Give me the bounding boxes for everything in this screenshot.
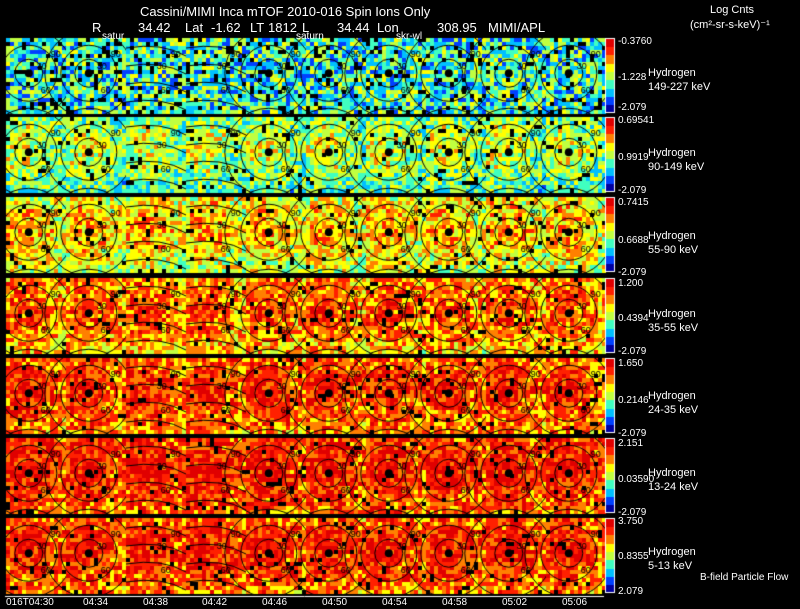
colorbar-mid: -1.228 bbox=[618, 72, 647, 83]
time-tick: 05:06 bbox=[562, 597, 588, 608]
time-tick: 04:50 bbox=[322, 597, 348, 608]
colorbar-max: 0.7415 bbox=[618, 197, 649, 208]
footer-note: B-field Particle Flow bbox=[700, 572, 789, 583]
l-label: L bbox=[302, 20, 310, 35]
time-tick: 016T04:30 bbox=[6, 597, 54, 608]
colorbar-mid: 0.9919 bbox=[618, 152, 649, 163]
colorbar-min: -2.079 bbox=[618, 185, 647, 196]
colorbar-max: 1.200 bbox=[618, 278, 644, 289]
time-tick: 04:38 bbox=[143, 597, 169, 608]
row-species: Hydrogen bbox=[648, 390, 696, 402]
row-species: Hydrogen bbox=[648, 230, 696, 242]
row-species: Hydrogen bbox=[648, 67, 696, 79]
lon-label: Lon bbox=[377, 20, 399, 35]
colorbar-max: 2.151 bbox=[618, 438, 644, 449]
row-energy: 149-227 keV bbox=[648, 81, 711, 93]
r-label: R bbox=[92, 20, 102, 35]
colorbar-max: 0.69541 bbox=[618, 115, 655, 126]
row-species: Hydrogen bbox=[648, 546, 696, 558]
plot-title: Cassini/MIMI Inca mTOF 2010-016 Spin Ion… bbox=[140, 4, 431, 19]
time-tick: 05:02 bbox=[502, 597, 528, 608]
colorbar-max: -0.3760 bbox=[618, 36, 652, 47]
panel-tag-satur: satur bbox=[102, 31, 125, 42]
time-tick: 04:58 bbox=[442, 597, 468, 608]
row-species: Hydrogen bbox=[648, 308, 696, 320]
row-energy: 55-90 keV bbox=[648, 244, 699, 256]
colorbar-min: -2.079 bbox=[618, 346, 647, 357]
colorbar-min: 2.079 bbox=[618, 586, 644, 597]
time-tick: 04:34 bbox=[83, 597, 109, 608]
lat-label: Lat bbox=[185, 20, 204, 35]
colorbar-min: -2.079 bbox=[618, 507, 647, 518]
l-value: 34.44 bbox=[337, 20, 370, 35]
row-energy: 5-13 keV bbox=[648, 560, 693, 572]
lt-label: LT bbox=[250, 20, 265, 35]
row-species: Hydrogen bbox=[648, 467, 696, 479]
r-value: 34.42 bbox=[138, 20, 171, 35]
time-tick: 04:42 bbox=[202, 597, 228, 608]
colorbar-max: 3.750 bbox=[618, 516, 644, 527]
row-energy: 13-24 keV bbox=[648, 481, 699, 493]
lt-value: 1812 bbox=[268, 20, 297, 35]
colorbar-title: Log Cnts bbox=[710, 4, 755, 16]
row-energy: 35-55 keV bbox=[648, 322, 699, 334]
credit: MIMI/APL bbox=[488, 20, 546, 35]
colorbar-min: -2.079 bbox=[618, 102, 647, 113]
colorbar-mid: 0.8355 bbox=[618, 551, 649, 562]
panel-tag-skr: skr-wl bbox=[396, 31, 423, 42]
colorbar-mid: 0.2146 bbox=[618, 395, 649, 406]
colorbar-min: -2.079 bbox=[618, 267, 647, 278]
colorbar-max: 1.650 bbox=[618, 358, 644, 369]
colorbar-min: -2.079 bbox=[618, 428, 647, 439]
colorbar-units: (cm²-sr-s-keV)⁻¹ bbox=[690, 19, 770, 31]
time-tick: 04:46 bbox=[262, 597, 288, 608]
colorbar-mid: 0.03590 bbox=[618, 474, 655, 485]
row-energy: 24-35 keV bbox=[648, 404, 699, 416]
lon-value: 308.95 bbox=[437, 20, 477, 35]
lat-value: -1.62 bbox=[211, 20, 241, 35]
row-species: Hydrogen bbox=[648, 147, 696, 159]
row-energy: 90-149 keV bbox=[648, 161, 705, 173]
time-tick: 04:54 bbox=[382, 597, 408, 608]
colorbar-mid: 0.4394 bbox=[618, 313, 649, 324]
colorbar-mid: 0.6688 bbox=[618, 235, 649, 246]
panel-tag-saturn: saturn bbox=[296, 31, 324, 42]
